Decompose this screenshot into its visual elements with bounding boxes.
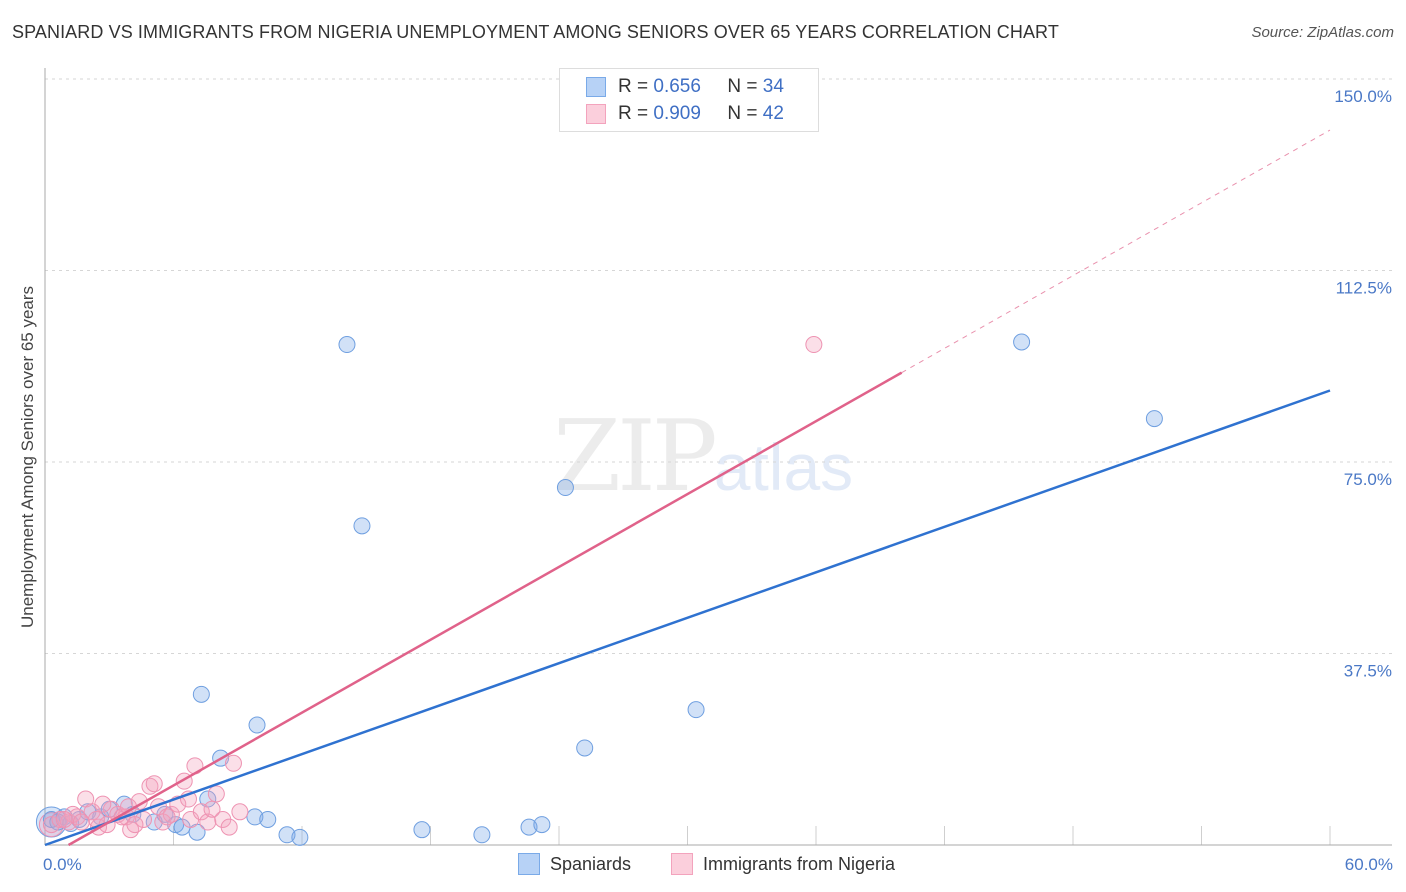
scatter-point: [576, 739, 594, 757]
scatter-point: [94, 795, 112, 813]
bottom-legend-spaniards: Spaniards: [518, 852, 631, 876]
scatter-point: [199, 813, 217, 831]
scatter-point: [42, 816, 60, 834]
scatter-point: [192, 803, 210, 821]
legend-row-spaniards: R = 0.656 N = 34: [586, 76, 784, 98]
scatter-point: [473, 826, 491, 844]
x-tick-label: 60.0%: [1345, 855, 1393, 874]
correlation-legend: R = 0.656 N = 34 R = 0.909 N = 42: [559, 68, 819, 132]
y-tick-label: 37.5%: [1344, 662, 1392, 681]
scatter-point: [687, 701, 705, 719]
y-tick-label: 112.5%: [1336, 279, 1392, 298]
spaniards-swatch-icon: [586, 77, 606, 97]
scatter-point: [224, 754, 242, 772]
scatter-point: [248, 716, 266, 734]
scatter-point: [278, 826, 296, 844]
legend-r-label: R =: [618, 103, 649, 124]
x-tick-label: 0.0%: [43, 855, 82, 874]
scatter-point: [556, 479, 574, 497]
source-credit: Source: ZipAtlas.com: [1251, 24, 1394, 41]
bottom-legend-label: Immigrants from Nigeria: [703, 853, 896, 874]
scatter-point: [805, 336, 823, 354]
legend-row-nigeria: R = 0.909 N = 42: [586, 103, 784, 125]
trend-line: [44, 389, 1331, 847]
scatter-point: [231, 803, 249, 821]
scatter-point: [158, 808, 176, 826]
trend-line: [67, 371, 903, 847]
trend-line: [901, 129, 1331, 374]
scatter-point: [353, 517, 371, 535]
scatter-point: [338, 336, 356, 354]
scatter-point: [1013, 333, 1031, 351]
scatter-point: [220, 818, 238, 836]
scatter-point: [72, 813, 90, 831]
scatter-point: [520, 818, 538, 836]
legend-r-value: 0.656: [653, 76, 701, 97]
scatter-point: [413, 821, 431, 839]
chart-title: SPANIARD VS IMMIGRANTS FROM NIGERIA UNEM…: [12, 22, 1059, 42]
watermark-zip: ZIP: [553, 400, 718, 514]
scatter-point: [203, 800, 221, 818]
scatter-point: [207, 785, 225, 803]
nigeria-swatch-icon: [671, 853, 693, 875]
bottom-legend-nigeria: Immigrants from Nigeria: [671, 852, 895, 876]
legend-r-label: R =: [618, 76, 649, 97]
bottom-legend-label: Spaniards: [550, 853, 632, 874]
y-tick-label: 150.0%: [1334, 87, 1392, 106]
legend-n-label: N =: [727, 76, 758, 97]
scatter-point: [246, 808, 264, 826]
spaniards-swatch-icon: [518, 853, 540, 875]
scatter-point: [259, 810, 277, 828]
legend-n-label: N =: [727, 103, 758, 124]
scatter-point: [55, 810, 73, 828]
y-tick-label: 75.0%: [1344, 470, 1392, 489]
scatter-point: [126, 816, 144, 834]
nigeria-swatch-icon: [586, 104, 606, 124]
watermark: ZIPatlas: [553, 400, 853, 514]
scatter-point: [1145, 410, 1163, 428]
legend-r-value: 0.909: [653, 103, 701, 124]
scatter-point: [533, 816, 551, 834]
scatter-point: [145, 775, 163, 793]
scatter-point: [291, 828, 309, 846]
legend-n-value: 42: [762, 103, 784, 124]
legend-n-value: 34: [762, 76, 784, 97]
scatter-point: [192, 685, 210, 703]
